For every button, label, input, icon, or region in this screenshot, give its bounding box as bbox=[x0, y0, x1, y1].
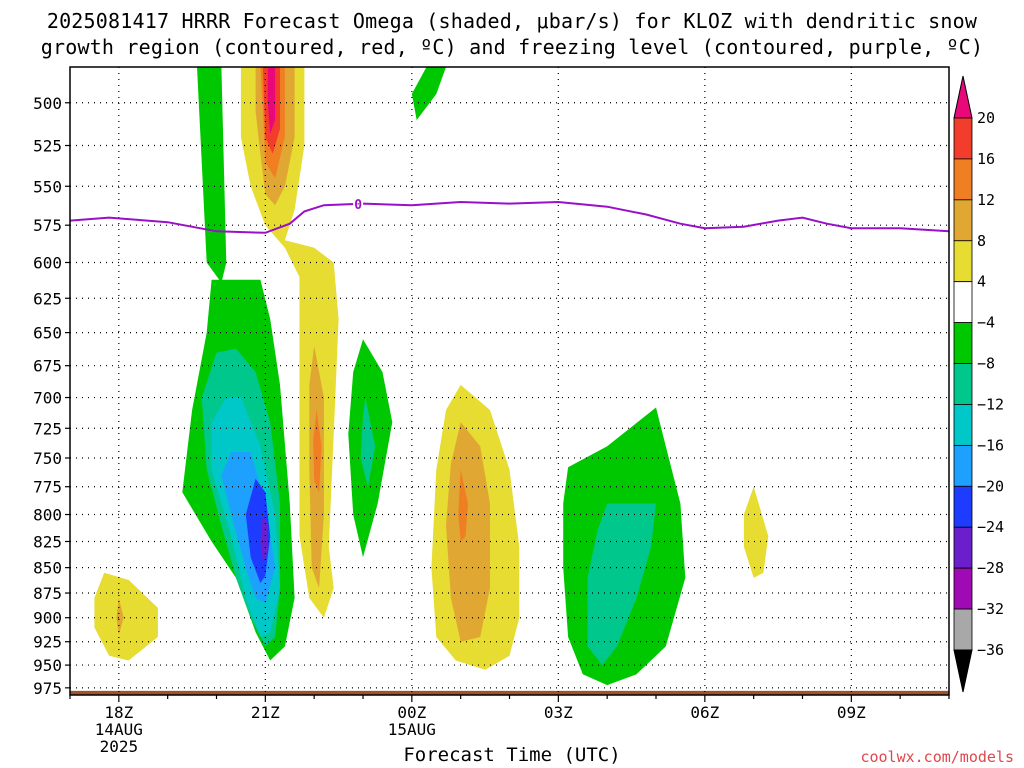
chart-title-line1: 2025081417 HRRR Forecast Omega (shaded, … bbox=[46, 9, 978, 33]
freezing-level-contour: 0 bbox=[70, 196, 949, 234]
x-tick-year: 2025 bbox=[100, 737, 139, 756]
omega-negative-region-7 bbox=[260, 514, 268, 563]
colorbar: 20 16 12 8 4 −4 −8 −12 −16 −20 −24 −28 −32 −36 bbox=[953, 75, 1004, 693]
omega-negative-region-11 bbox=[587, 503, 656, 666]
colorbar-label: −8 bbox=[977, 355, 995, 373]
colorbar-label: −12 bbox=[977, 395, 1004, 413]
x-tick-label: 09Z bbox=[837, 703, 866, 722]
chart-title-line2: growth region (contoured, red, ºC) and f… bbox=[40, 35, 984, 59]
colorbar-top-arrow bbox=[953, 75, 973, 119]
y-tick-label: 575 bbox=[33, 216, 62, 235]
colorbar-label: 16 bbox=[977, 150, 995, 168]
ground-strip bbox=[70, 690, 949, 695]
colorbar-band bbox=[953, 608, 973, 651]
x-tick-label: 21Z bbox=[251, 703, 280, 722]
omega-positive-region-12 bbox=[743, 486, 769, 578]
y-tick-label: 975 bbox=[33, 679, 62, 698]
colorbar-band bbox=[953, 240, 973, 283]
colorbar-label: 8 bbox=[977, 232, 986, 250]
omega-negative-region-0 bbox=[197, 67, 227, 283]
colorbar-band bbox=[953, 158, 973, 201]
y-tick-label: 600 bbox=[33, 253, 62, 272]
grid-lines bbox=[70, 67, 949, 695]
colorbar-label: 4 bbox=[977, 273, 986, 291]
colorbar-label: −4 bbox=[977, 314, 995, 332]
y-tick-label: 875 bbox=[33, 584, 62, 603]
y-tick-label: 850 bbox=[33, 559, 62, 578]
y-tick-label: 550 bbox=[33, 177, 62, 196]
y-tick-label: 625 bbox=[33, 289, 62, 308]
colorbar-label: −20 bbox=[977, 477, 1004, 495]
colorbar-label: −36 bbox=[977, 641, 1004, 659]
y-tick-label: 950 bbox=[33, 656, 62, 675]
y-tick-label: 725 bbox=[33, 419, 62, 438]
colorbar-band bbox=[953, 404, 973, 446]
y-tick-label: 525 bbox=[33, 137, 62, 156]
x-tick-date: 15AUG bbox=[388, 720, 436, 739]
x-tick-date: 14AUG bbox=[95, 720, 143, 739]
y-tick-label: 750 bbox=[33, 449, 62, 468]
omega-shading bbox=[70, 67, 949, 695]
colorbar-label: −28 bbox=[977, 559, 1004, 577]
colorbar-label: 12 bbox=[977, 191, 995, 209]
colorbar-label: −24 bbox=[977, 518, 1004, 536]
x-tick-label: 03Z bbox=[544, 703, 573, 722]
freezing-level-label: 0 bbox=[354, 198, 362, 213]
site-credit[interactable]: coolwx.com/models bbox=[860, 748, 1014, 766]
colorbar-label: −16 bbox=[977, 436, 1004, 454]
omega-positive-region-6 bbox=[313, 410, 322, 493]
omega-positive-region-8 bbox=[446, 422, 490, 642]
colorbar-band bbox=[953, 567, 973, 610]
omega-positive-region-4 bbox=[267, 67, 276, 134]
omega-positive-region-11 bbox=[116, 598, 124, 636]
omega-negative-region-9 bbox=[360, 397, 376, 487]
y-tick-label: 700 bbox=[33, 389, 62, 408]
colorbar-band bbox=[953, 526, 973, 569]
omega-positive-region-9 bbox=[458, 469, 468, 542]
omega-positive-region-10 bbox=[94, 572, 158, 661]
x-axis-label: Forecast Time (UTC) bbox=[403, 744, 621, 766]
y-tick-label: 825 bbox=[33, 532, 62, 551]
colorbar-band bbox=[953, 363, 973, 405]
y-tick-label: 925 bbox=[33, 633, 62, 652]
y-tick-label: 675 bbox=[33, 357, 62, 376]
y-tick-label: 900 bbox=[33, 609, 62, 628]
y-tick-label: 775 bbox=[33, 478, 62, 497]
freezing-label-bg bbox=[353, 196, 364, 210]
x-tick-label: 06Z bbox=[690, 703, 719, 722]
colorbar-band bbox=[953, 281, 973, 324]
colorbar-band bbox=[953, 117, 973, 160]
colorbar-band bbox=[953, 444, 973, 487]
y-tick-label: 500 bbox=[33, 94, 62, 113]
chart-title: 2025081417 HRRR Forecast Omega (shaded, … bbox=[0, 8, 1024, 60]
x-tick-label: 00Z bbox=[397, 703, 426, 722]
colorbar-band bbox=[953, 199, 973, 242]
colorbar-bottom-arrow bbox=[953, 649, 973, 693]
colorbar-band bbox=[953, 485, 973, 528]
y-tick-label: 650 bbox=[33, 324, 62, 343]
x-tick-label: 18Z bbox=[104, 703, 133, 722]
colorbar-label: −32 bbox=[977, 600, 1004, 618]
omega-negative-region-1 bbox=[411, 67, 446, 121]
freezing-level-line bbox=[70, 200, 949, 234]
colorbar-label: 20 bbox=[977, 109, 995, 127]
y-axis-ticks: 500 525 550 575 600 625 650 675 700 725 750 775 800 8… bbox=[33, 94, 70, 698]
colorbar-band bbox=[953, 322, 973, 364]
y-tick-label: 800 bbox=[33, 506, 62, 525]
